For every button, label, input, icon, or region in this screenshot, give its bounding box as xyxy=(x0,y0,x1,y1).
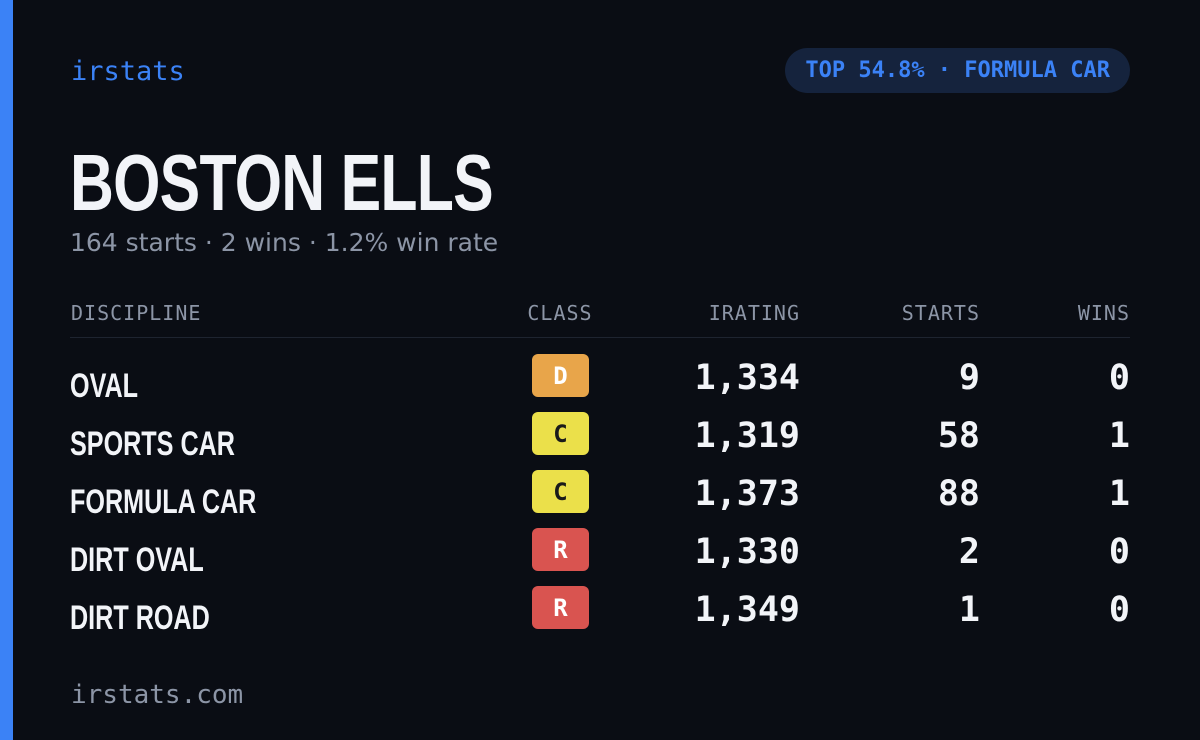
header-divider xyxy=(70,337,1130,338)
class-badge: C xyxy=(532,412,589,455)
starts-value: 58 xyxy=(937,416,980,456)
starts-value: 88 xyxy=(937,474,980,514)
class-badge: R xyxy=(532,528,589,571)
discipline-name: SPORTS CAR xyxy=(70,425,235,463)
brand-logo: irstats xyxy=(71,56,185,87)
table-row: SPORTS CAR C 1,319 58 1 xyxy=(0,408,1200,466)
irating-value: 1,319 xyxy=(694,416,800,456)
irating-value: 1,330 xyxy=(694,532,800,572)
footer-url: irstats.com xyxy=(71,680,244,710)
wins-value: 0 xyxy=(1108,590,1130,630)
wins-value: 0 xyxy=(1108,358,1130,398)
irating-value: 1,349 xyxy=(694,590,800,630)
discipline-name: FORMULA CAR xyxy=(70,483,257,521)
class-badge: D xyxy=(532,354,589,397)
table-row: FORMULA CAR C 1,373 88 1 xyxy=(0,466,1200,524)
header-wins: WINS xyxy=(1077,301,1130,325)
wins-value: 1 xyxy=(1108,474,1130,514)
discipline-name: DIRT ROAD xyxy=(70,599,210,637)
starts-value: 2 xyxy=(958,532,980,572)
header-irating: IRATING xyxy=(708,301,800,325)
discipline-name: DIRT OVAL xyxy=(70,541,204,579)
accent-bar xyxy=(0,0,13,740)
starts-value: 9 xyxy=(958,358,980,398)
table-row: DIRT ROAD R 1,349 1 0 xyxy=(0,582,1200,640)
wins-value: 0 xyxy=(1108,532,1130,572)
class-badge: C xyxy=(532,470,589,513)
header-starts: STARTS xyxy=(901,301,980,325)
stats-table-body: OVAL D 1,334 9 0 SPORTS CAR C 1,319 58 1… xyxy=(0,350,1200,640)
header-class: CLASS xyxy=(527,301,593,325)
irating-value: 1,373 xyxy=(694,474,800,514)
driver-summary: 164 starts · 2 wins · 1.2% win rate xyxy=(70,228,499,257)
class-badge: R xyxy=(532,586,589,629)
starts-value: 1 xyxy=(958,590,980,630)
discipline-name: OVAL xyxy=(70,367,139,405)
table-row: OVAL D 1,334 9 0 xyxy=(0,350,1200,408)
table-row: DIRT OVAL R 1,330 2 0 xyxy=(0,524,1200,582)
irating-value: 1,334 xyxy=(694,358,800,398)
header-discipline: DISCIPLINE xyxy=(71,301,202,325)
wins-value: 1 xyxy=(1108,416,1130,456)
rank-badge: TOP 54.8% · FORMULA CAR xyxy=(785,48,1130,93)
driver-name: BOSTON ELLS xyxy=(70,138,494,227)
